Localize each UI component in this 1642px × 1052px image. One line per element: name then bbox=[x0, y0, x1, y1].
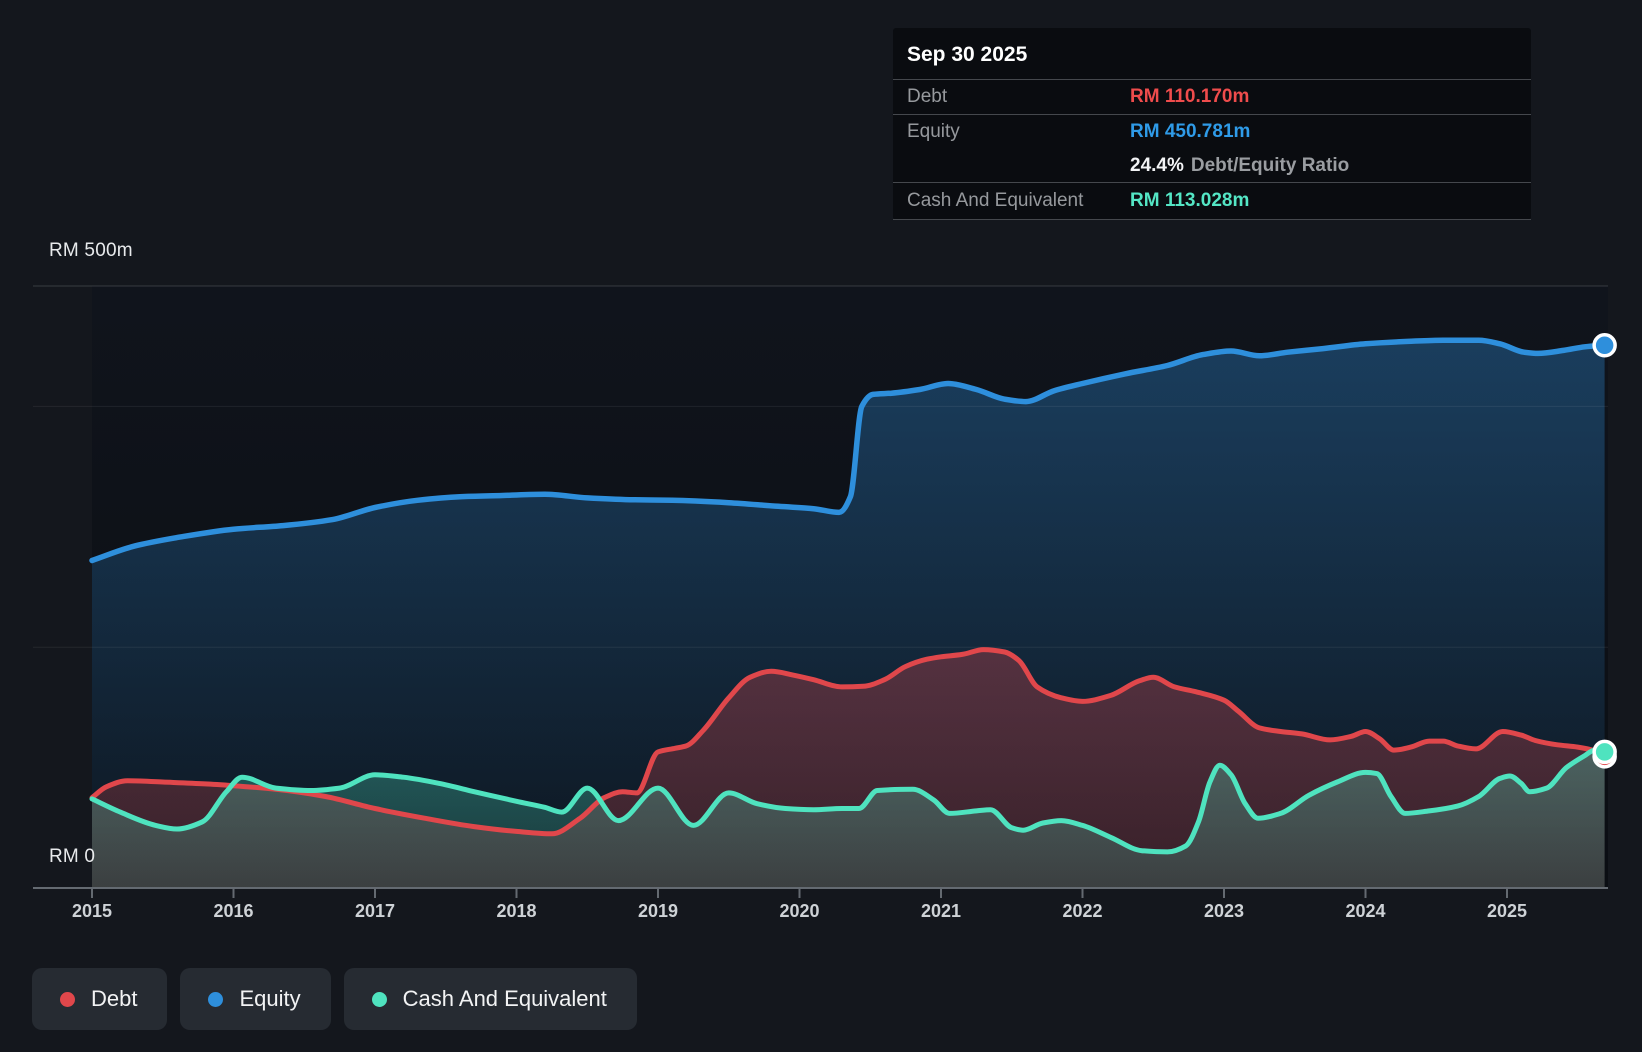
x-axis-label-2025: 2025 bbox=[1486, 901, 1528, 921]
tooltip-cash-row: Cash And Equivalent RM 113.028m bbox=[893, 182, 1531, 219]
tooltip-cash-label: Cash And Equivalent bbox=[907, 190, 1084, 211]
legend-chip-cash[interactable]: Cash And Equivalent bbox=[343, 968, 637, 1030]
cash-end-marker bbox=[1592, 739, 1617, 765]
debt-line bbox=[89, 647, 1608, 837]
legend-chip-equity[interactable]: Equity bbox=[180, 968, 331, 1030]
x-axis-label-2019: 2019 bbox=[637, 901, 679, 921]
equity-line bbox=[89, 337, 1608, 564]
tooltip-equity-row: Equity RM 450.781m bbox=[893, 114, 1531, 149]
chart-tooltip: Sep 30 2025 Debt RM 110.170m Equity RM 4… bbox=[893, 28, 1531, 220]
cash-legend-dot-icon bbox=[371, 991, 387, 1007]
tooltip-debt-value: RM 110.170m bbox=[1130, 86, 1250, 107]
debt-legend-dot-icon bbox=[60, 991, 75, 1007]
tooltip-debt-row: Debt RM 110.170m bbox=[893, 79, 1531, 114]
tooltip-date: Sep 30 2025 bbox=[907, 43, 1028, 66]
x-axis-label-2021: 2021 bbox=[920, 901, 962, 921]
x-axis-label-2017: 2017 bbox=[354, 901, 396, 921]
x-axis-label-2023: 2023 bbox=[1203, 901, 1245, 921]
y-axis-zero-label: RM 0 bbox=[49, 846, 96, 867]
tooltip-debt-label: Debt bbox=[907, 86, 948, 107]
x-axis-label-2016: 2016 bbox=[213, 901, 254, 921]
tooltip-ratio-row: 24.4% Debt/Equity Ratio bbox=[893, 149, 1531, 182]
x-axis-label-2015: 2015 bbox=[71, 901, 113, 921]
x-axis-label-2024: 2024 bbox=[1345, 901, 1386, 921]
x-axis-label-2020: 2020 bbox=[779, 901, 820, 921]
legend-label: Equity bbox=[239, 986, 301, 1011]
chart-legend: Debt Equity Cash And Equivalent bbox=[32, 968, 637, 1030]
legend-chip-debt[interactable]: Debt bbox=[32, 968, 168, 1030]
y-axis-max-label: RM 500m bbox=[49, 240, 133, 261]
tooltip-cash-value: RM 113.028m bbox=[1130, 190, 1250, 211]
cash-area bbox=[92, 750, 1605, 888]
cash-line bbox=[89, 747, 1608, 855]
equity-legend-dot-icon bbox=[208, 991, 224, 1007]
x-axis-label-2022: 2022 bbox=[1062, 901, 1103, 921]
equity-end-marker bbox=[1592, 333, 1617, 358]
tooltip-ratio-value: 24.4% bbox=[1130, 154, 1184, 176]
tooltip-ratio-label: Debt/Equity Ratio bbox=[1190, 154, 1350, 176]
tooltip-equity-label: Equity bbox=[907, 121, 960, 142]
x-axis-label-2018: 2018 bbox=[496, 901, 537, 921]
legend-label: Debt bbox=[91, 986, 138, 1011]
tooltip-equity-value: RM 450.781m bbox=[1130, 121, 1251, 142]
legend-label: Cash And Equivalent bbox=[402, 986, 607, 1011]
